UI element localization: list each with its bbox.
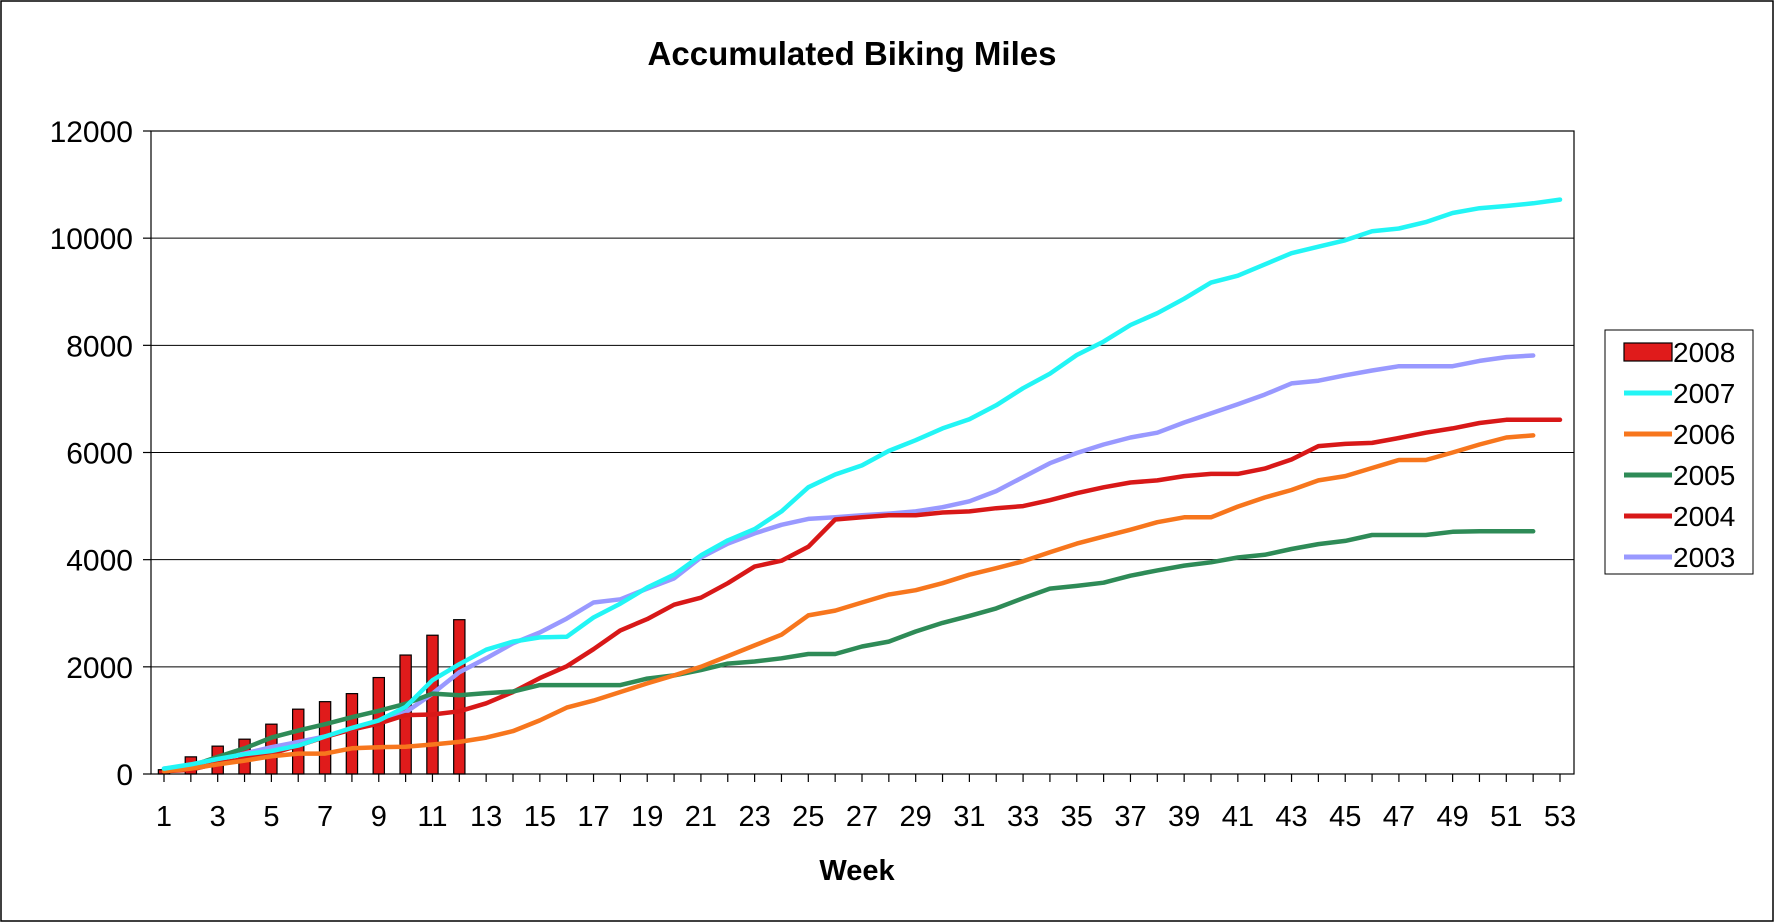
x-tick-label: 31 — [953, 801, 985, 833]
x-tick-label: 43 — [1275, 801, 1307, 833]
y-tick-label: 4000 — [66, 545, 133, 578]
y-tick-label: 0 — [116, 759, 133, 792]
x-tick-label: 7 — [317, 801, 333, 833]
x-tick-label: 25 — [792, 801, 824, 833]
chart-title: Accumulated Biking Miles — [648, 35, 1057, 72]
legend-label-2008: 2008 — [1673, 337, 1735, 368]
x-tick-label: 17 — [577, 801, 609, 833]
x-tick-label: 5 — [263, 801, 279, 833]
x-axis-title: Week — [819, 855, 895, 887]
y-tick-label: 2000 — [66, 652, 133, 685]
bar-2008-week-8 — [345, 693, 359, 775]
x-tick-label: 11 — [417, 801, 447, 833]
legend-box — [1604, 329, 1754, 575]
bar-2008-week-11 — [426, 634, 439, 775]
line-series-2005 — [161, 529, 1536, 772]
x-tick-label: 23 — [738, 801, 770, 833]
x-tick-label: 45 — [1329, 801, 1361, 833]
line-series-2007 — [161, 197, 1563, 771]
legend-swatch-2008 — [1623, 342, 1673, 362]
x-tick-label: 33 — [1007, 801, 1039, 833]
x-tick-label: 19 — [631, 801, 663, 833]
y-tick-label: 8000 — [66, 330, 133, 363]
x-tick-label: 41 — [1222, 801, 1254, 833]
line-series-2006 — [161, 433, 1536, 774]
x-tick-label: 29 — [900, 801, 932, 833]
x-tick-label: 35 — [1061, 801, 1093, 833]
y-tick-label: 6000 — [66, 438, 133, 471]
x-tick-label: 39 — [1168, 801, 1200, 833]
x-tick-label: 47 — [1383, 801, 1415, 833]
line-series — [161, 197, 1563, 774]
legend-label-2004: 2004 — [1673, 501, 1735, 532]
legend-label-2003: 2003 — [1673, 542, 1735, 573]
legend-label-2006: 2006 — [1673, 419, 1735, 450]
x-tick-label: 9 — [371, 801, 387, 833]
x-tick-label: 3 — [210, 801, 226, 833]
y-tick-label: 10000 — [50, 223, 133, 256]
x-tick-label: 49 — [1436, 801, 1468, 833]
line-series-2004 — [161, 417, 1563, 774]
x-tick-label: 13 — [470, 801, 502, 833]
x-tick-label: 27 — [846, 801, 878, 833]
x-tick-label: 1 — [156, 801, 172, 833]
legend-label-2005: 2005 — [1673, 460, 1735, 491]
x-tick-label: 53 — [1544, 801, 1576, 833]
x-tick-label: 51 — [1490, 801, 1522, 833]
legend-label-2007: 2007 — [1673, 378, 1735, 409]
legend: 2008 2007 2006 2005 2004 2003 — [1604, 329, 1754, 575]
x-tick-label: 37 — [1114, 801, 1146, 833]
x-tick-label: 15 — [524, 801, 556, 833]
y-tick-label: 12000 — [50, 116, 133, 149]
x-tick-label: 21 — [685, 801, 717, 833]
